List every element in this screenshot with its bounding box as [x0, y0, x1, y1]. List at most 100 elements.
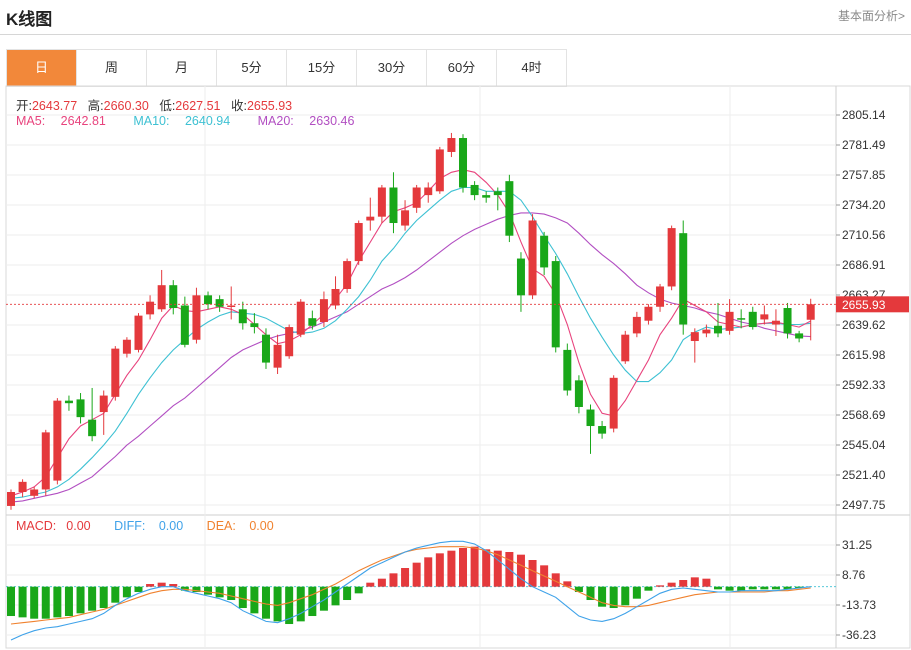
candle-down	[748, 311, 757, 328]
candle-down	[308, 318, 317, 326]
macd-bar	[53, 586, 62, 618]
macd-bar	[656, 585, 665, 587]
macd-bar	[435, 553, 444, 587]
macd-bar	[296, 586, 305, 622]
ma5-legend: MA5: 2642.81	[16, 114, 118, 128]
macd-bar	[516, 554, 525, 587]
ma10-line	[10, 186, 811, 499]
candle-up	[806, 304, 815, 320]
macd-bar	[447, 550, 456, 587]
candle-down	[516, 258, 525, 296]
close-label: 收:	[230, 99, 247, 113]
macd-bar	[99, 586, 108, 609]
tab-week[interactable]: 周	[77, 50, 147, 86]
candle-down	[795, 333, 804, 339]
page-header: K线图 基本面分析>	[0, 0, 911, 35]
candle-up	[319, 299, 328, 322]
tab-15min[interactable]: 15分	[287, 50, 357, 86]
last-price-marker: 2655.93	[6, 296, 909, 313]
ma20-label: MA20:	[257, 114, 294, 128]
macd-tick-label: -13.73	[842, 598, 876, 612]
candle-up	[435, 149, 444, 192]
candle-down	[482, 195, 491, 198]
close-value: 2655.93	[246, 99, 293, 113]
tab-60min[interactable]: 60分	[427, 50, 497, 86]
candle-up	[99, 395, 108, 413]
macd-bar	[713, 586, 722, 590]
macd-bar	[470, 546, 479, 587]
candle-up	[621, 334, 630, 362]
macd-bar	[122, 586, 131, 598]
candle-down	[493, 191, 502, 196]
candle-up	[134, 315, 143, 350]
candle-down	[713, 325, 722, 334]
ma5-label: MA5:	[16, 114, 46, 128]
macd-bar	[308, 586, 317, 617]
macd-bar	[331, 586, 340, 606]
candle-down	[505, 181, 514, 236]
macd-bar	[18, 586, 27, 618]
macd-bar	[667, 582, 676, 587]
tab-30min[interactable]: 30分	[357, 50, 427, 86]
macd-bar	[343, 586, 352, 601]
macd-bar	[702, 578, 711, 587]
open-label: 开:	[16, 99, 32, 113]
macd-bar	[528, 560, 537, 587]
macd-tick-label: 8.76	[842, 568, 866, 582]
candle-up	[377, 187, 386, 217]
candle-up	[528, 220, 537, 296]
candle-up	[424, 187, 433, 196]
macd-bar	[551, 573, 560, 587]
macd-bar	[134, 586, 143, 593]
candle-down	[470, 184, 479, 196]
candle-up	[53, 400, 62, 481]
macd-bar	[76, 586, 85, 614]
price-tick-label: 2545.04	[842, 438, 886, 452]
candle-up	[354, 223, 363, 262]
candle-up	[609, 377, 618, 429]
candle-down	[540, 235, 549, 268]
candle-up	[227, 305, 236, 307]
macd-label: MACD:	[16, 519, 57, 533]
candle-down	[459, 138, 468, 188]
macd-bar	[319, 586, 328, 611]
macd-bar	[586, 586, 595, 601]
low-value: 2627.51	[175, 99, 221, 113]
candle-down	[180, 305, 189, 345]
macd-bar	[644, 586, 653, 591]
tab-5min[interactable]: 5分	[217, 50, 287, 86]
candle-down	[238, 309, 247, 324]
candle-down	[679, 233, 688, 325]
macd-bar	[146, 584, 155, 587]
macd-tick-label: -36.23	[842, 628, 876, 642]
ma10-legend: MA10: 2640.94	[133, 114, 242, 128]
open-value: 2643.77	[31, 99, 78, 113]
ohlc-info: 开:2643.77 高:2660.30 低:2627.51 收:2655.93	[16, 95, 299, 114]
macd-bar	[285, 586, 294, 625]
tab-4h[interactable]: 4时	[497, 50, 567, 86]
period-tabs: 日 周 月 5分 15分 30分 60分 4时	[6, 49, 567, 87]
ma10-label: MA10:	[133, 114, 170, 128]
macd-bar	[366, 582, 375, 587]
moving-average-lines	[10, 169, 811, 503]
candle-down	[389, 187, 398, 224]
macd-bar	[41, 586, 50, 619]
tab-day[interactable]: 日	[7, 50, 77, 86]
candle-up	[273, 344, 282, 368]
fundamental-analysis-link[interactable]: 基本面分析>	[837, 9, 905, 23]
ma10-value: 2640.94	[184, 114, 231, 128]
macd-bar	[795, 586, 804, 589]
chart-grid	[5, 85, 911, 649]
candle-up	[41, 432, 50, 490]
price-tick-label: 2521.40	[842, 468, 886, 482]
ma20-line	[10, 212, 811, 503]
macd-info: MACD: 0.00 DIFF: 0.00 DEA: 0.00	[16, 519, 294, 533]
candle-up	[632, 316, 641, 334]
last-price-label: 2655.93	[842, 298, 886, 312]
last-price-badge	[836, 296, 909, 313]
low-label: 低:	[159, 99, 176, 113]
candle-up	[725, 311, 734, 331]
macd-bar	[238, 586, 247, 609]
tab-month[interactable]: 月	[147, 50, 217, 86]
